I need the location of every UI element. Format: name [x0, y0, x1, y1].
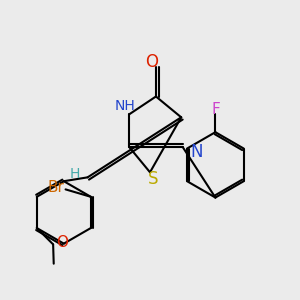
Text: O: O — [145, 53, 158, 71]
Text: Br: Br — [47, 180, 64, 195]
Text: H: H — [70, 167, 80, 182]
Text: N: N — [190, 143, 202, 161]
Text: NH: NH — [114, 99, 135, 113]
Text: O: O — [56, 236, 68, 250]
Text: F: F — [212, 102, 221, 117]
Text: S: S — [148, 170, 159, 188]
